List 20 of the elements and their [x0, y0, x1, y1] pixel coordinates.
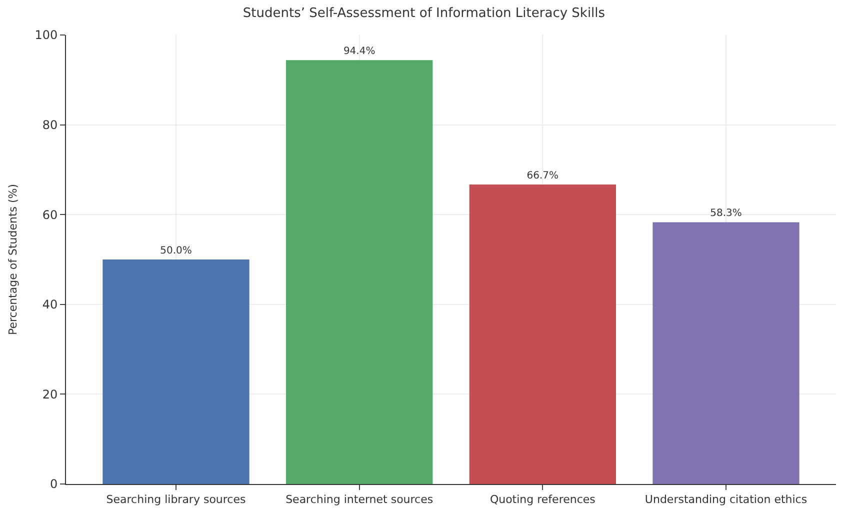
y-tick-label: 0 [50, 477, 58, 492]
bar [469, 184, 616, 484]
y-tick-label: 80 [42, 118, 58, 132]
data-label: 94.4% [343, 46, 376, 58]
data-label: 50.0% [160, 246, 192, 256]
x-tick-label: Searching library sources [106, 493, 246, 506]
data-label: 58.3% [710, 208, 742, 220]
bar [286, 60, 433, 484]
data-label: 66.7% [526, 170, 559, 182]
bar [652, 222, 800, 484]
chart-title: Students’ Self-Assessment of Information Literacy Skills [242, 6, 606, 21]
x-tick-label: Quoting references [490, 493, 596, 506]
y-tick-label: 40 [42, 298, 58, 312]
x-tick-label: Searching internet sources [286, 493, 434, 506]
y-tick-label: 60 [42, 208, 58, 222]
y-tick-label: 100 [34, 28, 58, 42]
bar [102, 260, 250, 484]
x-tick-label: Understanding citation ethics [644, 493, 808, 506]
y-axis-title: Percentage of Students (%) [6, 184, 20, 336]
y-tick-label: 20 [42, 387, 58, 402]
